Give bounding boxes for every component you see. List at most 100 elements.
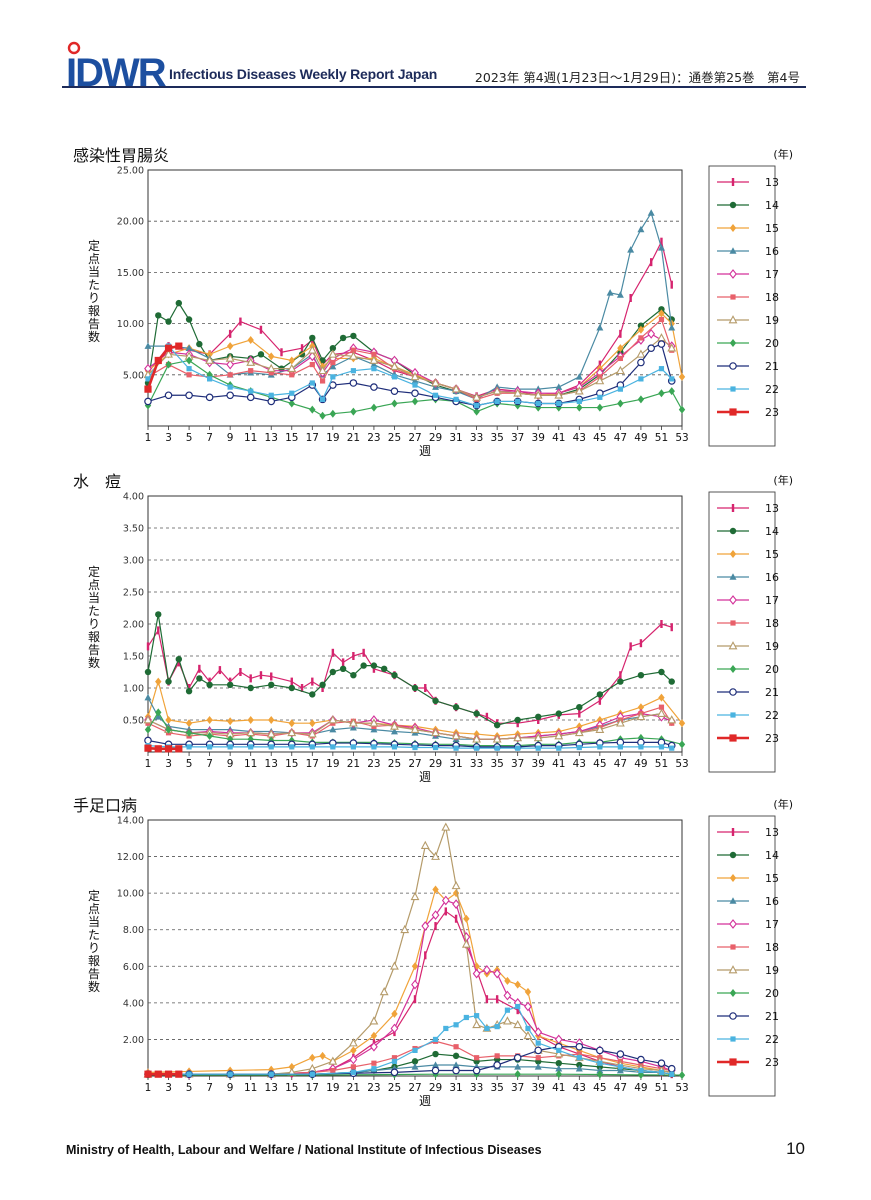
data-point xyxy=(164,1070,173,1078)
data-point xyxy=(145,376,151,382)
data-point xyxy=(186,372,192,378)
data-point xyxy=(452,1066,460,1075)
data-point xyxy=(513,388,523,397)
data-point xyxy=(226,681,234,688)
y-tick-label: 20.00 xyxy=(117,217,144,228)
data-point xyxy=(411,397,419,406)
series-line xyxy=(147,337,673,398)
y-tick-label: 5.00 xyxy=(123,370,144,381)
legend-item-18: 18 xyxy=(717,617,779,630)
x-tick-label: 43 xyxy=(573,758,586,770)
data-point xyxy=(678,372,686,381)
x-tick-label: 45 xyxy=(593,1082,606,1094)
legend-marker xyxy=(731,504,735,512)
series-line xyxy=(147,623,672,724)
data-point xyxy=(185,719,193,728)
data-point xyxy=(619,671,622,680)
data-point xyxy=(411,1063,419,1070)
data-point xyxy=(247,335,254,344)
data-point xyxy=(515,398,521,405)
legend-label: 18 xyxy=(765,291,779,304)
x-tick-label: 3 xyxy=(165,432,172,444)
x-tick-label: 53 xyxy=(675,758,688,770)
series-line xyxy=(147,711,683,747)
data-point xyxy=(186,366,192,372)
data-point xyxy=(206,681,213,688)
x-tick-label: 3 xyxy=(165,758,172,770)
data-point xyxy=(412,382,418,388)
data-point xyxy=(155,708,162,717)
data-point xyxy=(638,376,644,382)
x-tick-label: 29 xyxy=(429,1082,442,1094)
legend-item-13: 13 xyxy=(717,502,779,515)
legend-label: 22 xyxy=(765,709,779,722)
data-point xyxy=(596,323,604,331)
data-point xyxy=(668,323,676,331)
legend-marker xyxy=(729,339,737,347)
data-point xyxy=(637,672,645,679)
data-point xyxy=(432,1050,439,1058)
data-point xyxy=(309,744,315,750)
y-tick-label: 1.00 xyxy=(123,684,144,695)
x-tick-label: 27 xyxy=(408,758,421,770)
legend-marker xyxy=(729,224,737,232)
legend-item-19: 19 xyxy=(717,640,779,653)
data-point xyxy=(185,391,193,400)
chart-title: 感染性胃腸炎 xyxy=(73,146,170,165)
data-point xyxy=(248,388,254,394)
legend-title: (年) xyxy=(773,147,793,161)
data-point xyxy=(267,397,276,406)
data-point xyxy=(503,990,512,1001)
data-point xyxy=(329,668,337,676)
data-point xyxy=(246,393,255,402)
data-point xyxy=(165,725,172,734)
series-line xyxy=(147,241,673,397)
x-tick-label: 7 xyxy=(206,758,213,770)
data-point xyxy=(575,1064,583,1072)
data-point xyxy=(144,401,152,410)
data-point xyxy=(339,334,347,342)
data-point xyxy=(288,399,295,408)
data-point xyxy=(597,1060,603,1066)
data-point xyxy=(411,1058,419,1065)
data-point xyxy=(513,733,523,742)
x-tick-label: 7 xyxy=(206,1082,213,1094)
x-tick-label: 9 xyxy=(227,758,234,770)
x-tick-label: 35 xyxy=(490,758,503,770)
legend-marker xyxy=(730,1036,736,1042)
y-tick-label: 10.00 xyxy=(117,889,144,900)
data-point xyxy=(328,715,338,724)
data-point xyxy=(424,951,427,960)
data-point xyxy=(370,403,378,412)
data-point xyxy=(596,1066,604,1074)
data-point xyxy=(555,1060,562,1067)
data-point xyxy=(472,392,482,401)
data-point xyxy=(321,684,324,692)
data-point xyxy=(514,716,521,724)
data-point xyxy=(371,744,377,750)
data-point xyxy=(329,344,337,352)
legend-item-18: 18 xyxy=(717,941,779,954)
data-point xyxy=(329,725,337,733)
x-tick-label: 53 xyxy=(675,1082,688,1094)
legend-item-21: 21 xyxy=(717,360,779,373)
x-tick-label: 31 xyxy=(449,432,462,444)
data-point xyxy=(639,639,643,648)
x-tick-label: 19 xyxy=(326,758,339,770)
data-point xyxy=(617,678,624,685)
data-point xyxy=(300,684,304,692)
data-point xyxy=(259,325,263,334)
data-point xyxy=(411,684,419,692)
data-point xyxy=(154,1070,162,1078)
data-point xyxy=(617,744,623,750)
data-point xyxy=(319,357,326,364)
x-tick-label: 37 xyxy=(511,758,524,770)
data-point xyxy=(289,390,295,396)
data-point xyxy=(380,665,388,672)
data-point xyxy=(669,745,675,751)
data-point xyxy=(452,889,460,898)
data-point xyxy=(658,366,665,372)
data-point xyxy=(391,744,398,750)
data-point xyxy=(596,716,604,724)
data-point xyxy=(504,976,511,985)
